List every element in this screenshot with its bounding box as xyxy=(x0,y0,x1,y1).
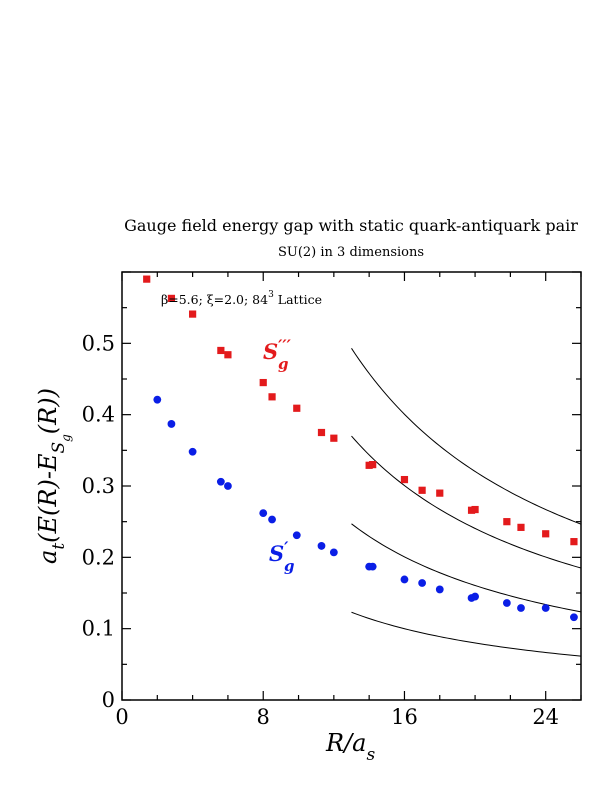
point-s-triple-prime xyxy=(189,310,197,318)
point-s-prime xyxy=(400,575,409,584)
point-s-triple-prime xyxy=(330,434,338,442)
series-label-s-triple-prime-main: S xyxy=(263,339,278,364)
series-label-s-prime-prime: ′ xyxy=(284,538,289,557)
point-s-prime xyxy=(224,482,232,490)
point-s-triple-prime xyxy=(167,294,176,302)
point-s-triple-prime xyxy=(369,461,377,469)
y-tick-label: 0.5 xyxy=(82,331,115,355)
y-axis-label-sub-g: g xyxy=(59,434,73,442)
y-axis-label-mid: (E(R)-E xyxy=(34,453,62,543)
point-s-prime xyxy=(329,548,338,557)
point-s-triple-prime xyxy=(268,393,276,401)
y-axis-label: at(E(R)-ESg(R)) xyxy=(34,388,73,564)
point-s-prime xyxy=(435,585,444,594)
point-s-prime xyxy=(292,531,301,540)
point-s-triple-prime xyxy=(317,428,326,437)
y-tick-label: 0.3 xyxy=(82,474,115,498)
point-s-prime xyxy=(153,395,162,404)
point-s-triple-prime xyxy=(293,404,301,412)
reference-curve-3 xyxy=(351,523,582,613)
y-axis-label-end: (R)) xyxy=(34,388,62,434)
y-tick-label: 0 xyxy=(102,688,115,712)
point-s-triple-prime xyxy=(418,486,426,494)
x-axis-label-main: R/a xyxy=(325,729,366,757)
x-tick-label: 0 xyxy=(115,705,128,729)
point-s-prime xyxy=(502,599,511,607)
y-axis-label-sub-s: S xyxy=(49,442,69,454)
series-label-s-prime-sub: g xyxy=(284,557,295,575)
point-s-triple-prime xyxy=(224,351,232,359)
plot-frame xyxy=(121,271,582,701)
reference-curves xyxy=(351,348,582,657)
point-s-triple-prime xyxy=(400,475,409,484)
point-s-triple-prime xyxy=(143,275,151,283)
x-tick-label: 24 xyxy=(532,705,559,729)
point-s-triple-prime xyxy=(471,505,479,514)
point-s-prime xyxy=(259,509,268,518)
point-s-prime xyxy=(216,477,225,486)
lattice-annotation-prefix: β=5.6; ξ=2.0; 84 xyxy=(161,292,268,307)
point-s-prime xyxy=(570,613,578,622)
point-s-prime xyxy=(167,420,176,428)
y-axis-label-a: a xyxy=(34,550,62,564)
point-s-prime xyxy=(541,604,550,612)
point-s-prime xyxy=(418,579,427,587)
point-s-prime xyxy=(517,604,525,612)
chart-subtitle: SU(2) in 3 dimensions xyxy=(278,245,424,260)
y-tick-label: 0.1 xyxy=(82,617,115,641)
lattice-annotation-suffix: Lattice xyxy=(274,292,322,307)
lattice-annotation: β=5.6; ξ=2.0; 843 Lattice xyxy=(161,290,322,307)
point-s-prime xyxy=(471,592,479,601)
data-points xyxy=(143,275,578,622)
point-s-prime xyxy=(268,515,276,524)
x-axis-label-sub: s xyxy=(366,745,375,765)
point-s-triple-prime xyxy=(570,538,578,546)
point-s-triple-prime xyxy=(517,523,525,531)
y-tick-label: 0.2 xyxy=(82,545,115,569)
point-s-prime xyxy=(368,562,377,571)
series-label-s-prime: S′ g xyxy=(269,538,295,575)
y-axis-label-sub-t: t xyxy=(49,543,69,550)
y-tick-label: 0.4 xyxy=(82,403,115,427)
lattice-annotation-sup: 3 xyxy=(268,290,274,300)
point-s-triple-prime xyxy=(503,518,511,526)
x-axis-label: R/as xyxy=(325,729,375,765)
series-label-s-prime-main: S xyxy=(269,541,284,566)
y-axis-label-group: at(E(R)-ESg(R)) xyxy=(34,388,73,564)
series-label-s-triple-prime: S′′′ g xyxy=(263,336,292,373)
point-s-triple-prime xyxy=(542,530,550,538)
chart-title: Gauge field energy gap with static quark… xyxy=(124,216,578,235)
point-s-triple-prime xyxy=(436,489,444,497)
point-s-triple-prime xyxy=(217,346,225,355)
point-s-prime xyxy=(188,447,197,456)
point-s-triple-prime xyxy=(259,378,267,387)
reference-curve-4 xyxy=(351,611,582,657)
series-label-s-triple-prime-sub: g xyxy=(278,355,289,373)
reference-curve-2 xyxy=(351,435,582,569)
reference-curve-1 xyxy=(351,348,582,525)
x-tick-label: 16 xyxy=(391,705,418,729)
axis-ticks: 0 8 16 24 0 0.1 0.2 0.3 0.4 0.5 xyxy=(82,271,582,729)
point-s-prime xyxy=(317,542,326,550)
x-tick-label: 8 xyxy=(257,705,270,729)
series-label-s-triple-prime-prime: ′′′ xyxy=(278,336,291,355)
plot-area xyxy=(121,271,582,701)
